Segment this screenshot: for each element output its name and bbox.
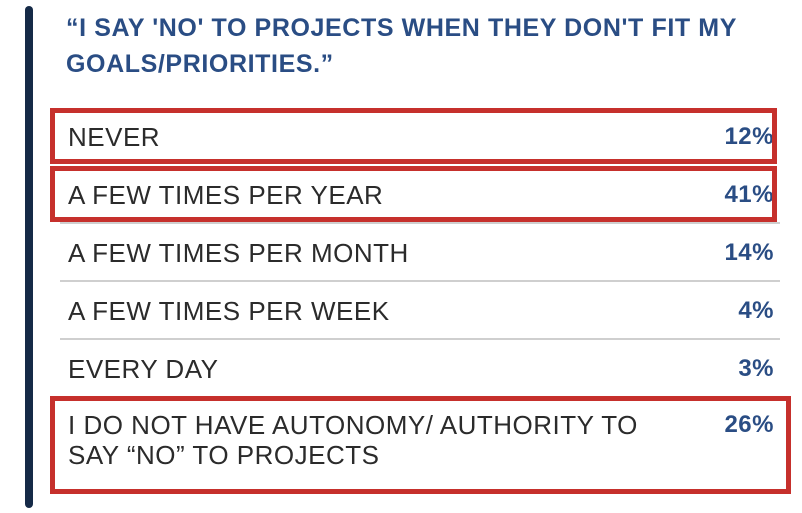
table-row: A FEW TIMES PER MONTH 14% <box>56 222 784 280</box>
table-row: A FEW TIMES PER YEAR 41% <box>56 164 784 222</box>
table-row: I DO NOT HAVE AUTONOMY/ AUTHORITY TO SAY… <box>56 396 784 490</box>
row-divider <box>60 338 780 340</box>
table-row: EVERY DAY 3% <box>56 338 784 396</box>
row-label: A FEW TIMES PER WEEK <box>68 296 390 326</box>
row-label: A FEW TIMES PER YEAR <box>68 180 384 210</box>
table-row: NEVER 12% <box>56 106 784 164</box>
row-divider <box>60 222 780 224</box>
row-label: EVERY DAY <box>68 354 219 384</box>
response-table: NEVER 12% A FEW TIMES PER YEAR 41% A FEW… <box>56 106 784 490</box>
row-value: 4% <box>738 297 774 324</box>
row-value: 14% <box>724 239 774 266</box>
row-label: NEVER <box>68 122 161 152</box>
chart-title: “I SAY 'NO' TO PROJECTS WHEN THEY DON'T … <box>66 14 737 78</box>
row-divider <box>60 280 780 282</box>
row-value: 3% <box>738 355 774 382</box>
row-label: A FEW TIMES PER MONTH <box>68 238 409 268</box>
row-value: 12% <box>724 123 774 150</box>
table-row: A FEW TIMES PER WEEK 4% <box>56 280 784 338</box>
accent-bar <box>25 6 33 508</box>
row-value: 26% <box>724 411 774 438</box>
row-label: I DO NOT HAVE AUTONOMY/ AUTHORITY TO SAY… <box>68 410 638 470</box>
row-value: 41% <box>724 181 774 208</box>
